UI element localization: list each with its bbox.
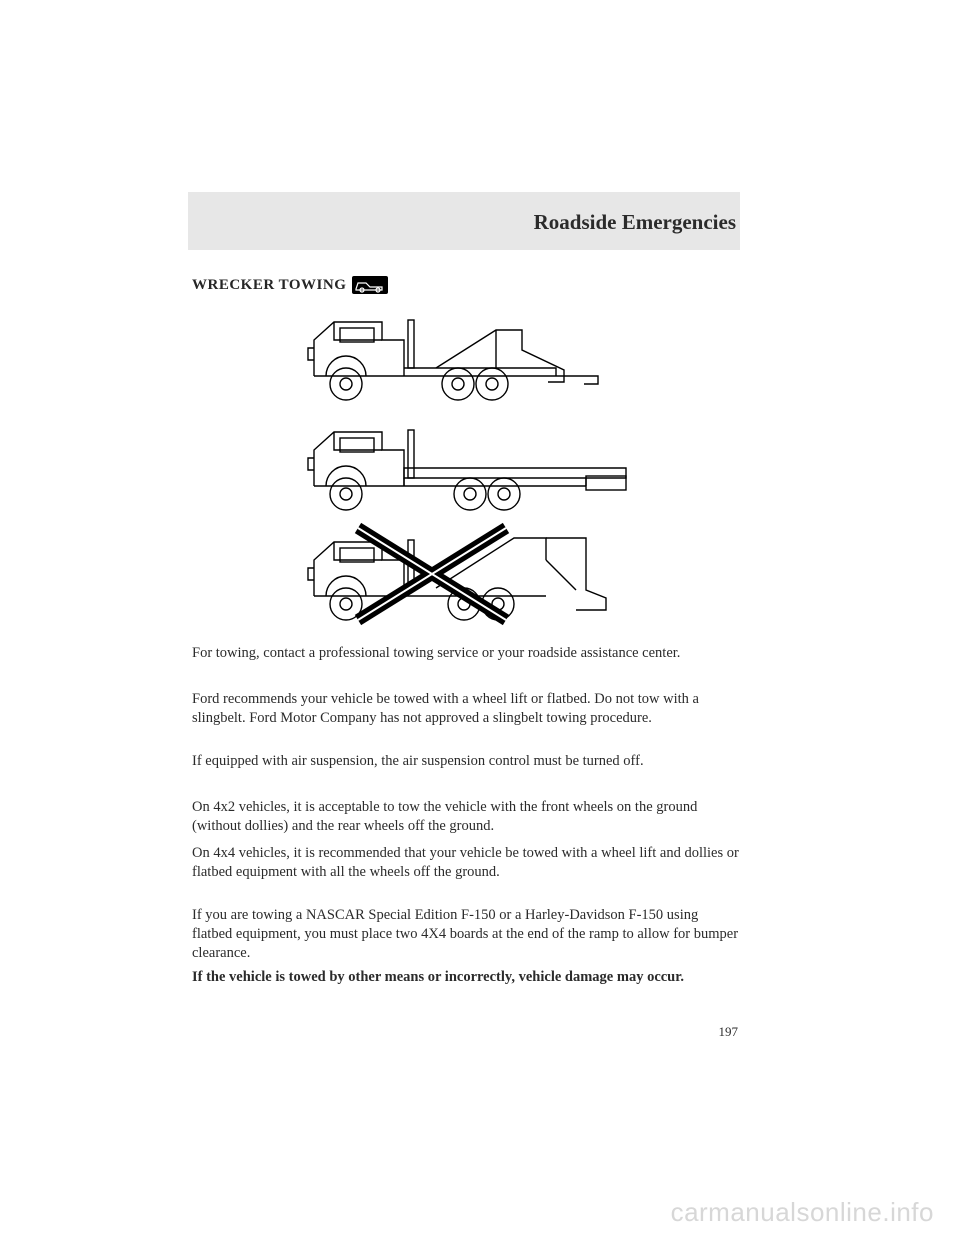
section-heading: WRECKER TOWING [192,276,388,294]
paragraph: If equipped with air suspension, the air… [192,752,740,771]
paragraph: On 4x4 vehicles, it is recommended that … [192,844,740,882]
paragraph: If you are towing a NASCAR Special Editi… [192,906,740,963]
watermark-text: carmanualsonline.info [671,1197,934,1228]
paragraph: On 4x2 vehicles, it is acceptable to tow… [192,798,740,836]
paragraph: For towing, contact a professional towin… [192,644,740,663]
slingbelt-truck-icon [308,528,606,620]
manual-page: Roadside Emergencies WRECKER TOWING [0,0,960,1242]
page-header-title: Roadside Emergencies [534,210,736,235]
wheel-lift-truck-icon [308,320,598,400]
vehicle-icon [352,276,388,294]
flatbed-truck-icon [308,430,626,510]
towing-diagram [286,300,664,635]
section-heading-text: WRECKER TOWING [192,277,346,294]
paragraph: Ford recommends your vehicle be towed wi… [192,690,740,728]
warning-paragraph: If the vehicle is towed by other means o… [192,968,740,987]
page-number: 197 [719,1024,739,1040]
